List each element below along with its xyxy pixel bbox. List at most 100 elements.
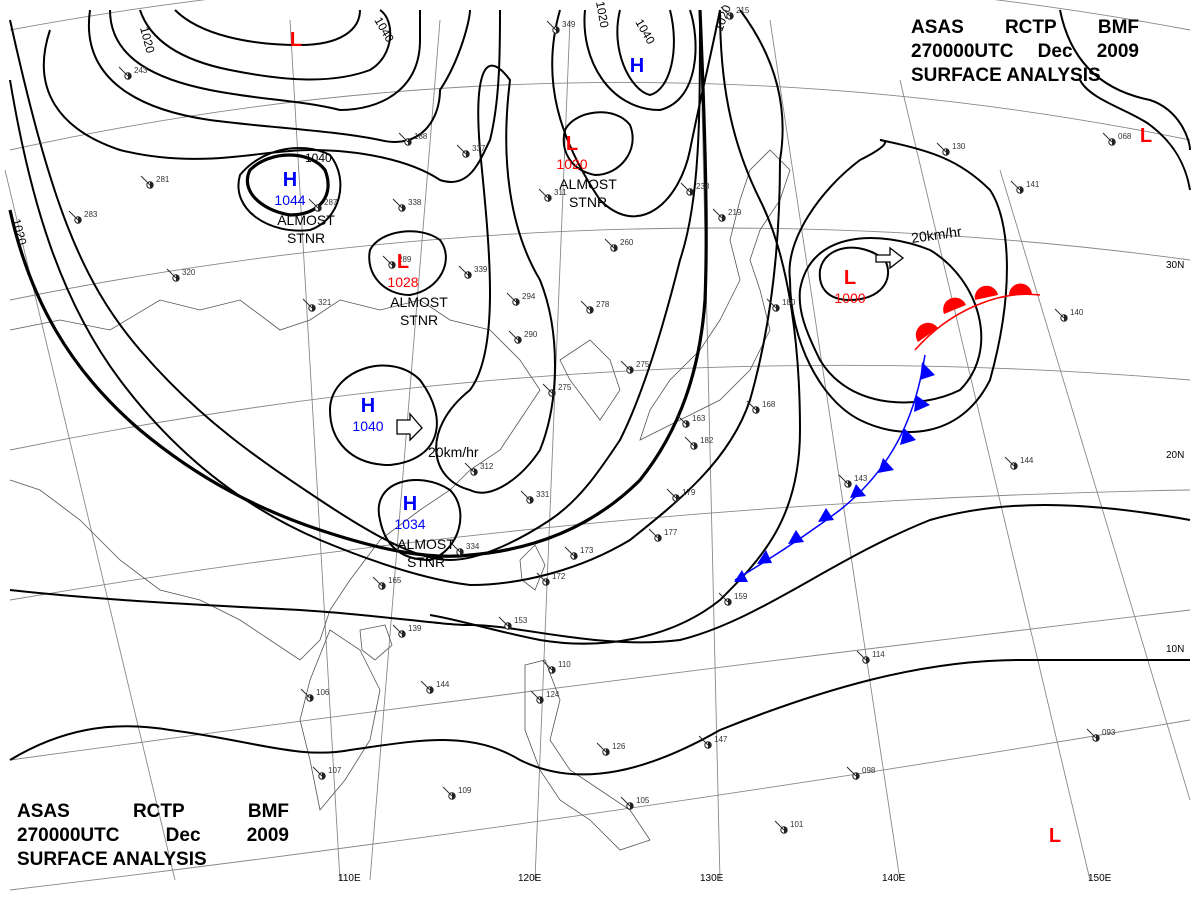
wind-barb-staff (718, 592, 729, 603)
station-report: 275 (542, 383, 572, 397)
station-pressure: 105 (636, 796, 650, 805)
cold-front-barb (914, 395, 930, 412)
wind-barb-staff (648, 528, 659, 539)
system-motion-note: ALMOST (559, 176, 617, 192)
station-cloud-cover (708, 741, 712, 749)
lon-label: 140E (882, 873, 906, 884)
wind-barb-staff (1010, 180, 1021, 191)
station-pressure: 124 (546, 690, 560, 699)
isobar-label: 1040 (305, 151, 332, 165)
isobar (368, 230, 447, 297)
station-pressure: 339 (474, 265, 488, 274)
parallel-lines (9, 0, 1191, 891)
lat-label: 10N (1166, 644, 1184, 655)
wind-barb-staff (774, 820, 785, 831)
isobar-label: 1020 (137, 25, 158, 55)
station-pressure: 144 (436, 680, 450, 689)
station-cloud-cover (312, 304, 316, 312)
warm-front-bump (915, 322, 938, 342)
isobar (9, 504, 1191, 644)
isobar (42, 9, 501, 183)
pressure-system-L: L (1140, 125, 1152, 147)
station-cloud-cover (176, 274, 180, 282)
cold-front-barb (818, 508, 834, 522)
station-cloud-cover (556, 26, 560, 34)
station-cloud-cover (402, 204, 406, 212)
station-cloud-cover (606, 748, 610, 756)
wind-barb-staff (856, 650, 867, 661)
wind-barb-staff (684, 436, 695, 447)
coordinate-labels: 110E 120E 130E 140E 150E 30N 20N 10N (338, 260, 1184, 884)
pressure-center-letter: L (290, 29, 302, 51)
station-cloud-cover (310, 694, 314, 702)
wind-barb-staff (846, 766, 857, 777)
station-pressure: 337 (472, 144, 486, 153)
station-report: 109 (442, 786, 472, 800)
station-report: 339 (458, 265, 488, 279)
station-report: 126 (596, 742, 626, 756)
station-cloud-cover (150, 181, 154, 189)
pressure-systems: LHH1044ALMOSTSTNRL1020ALMOSTSTNRL1028ALM… (274, 29, 1152, 847)
pressure-center-letter: H (630, 55, 644, 77)
wind-barb-staff (538, 188, 549, 199)
wind-barb-staff (458, 265, 469, 276)
lon-label: 120E (518, 873, 542, 884)
station-pressure: 153 (514, 616, 528, 625)
cold-front-barb (734, 570, 748, 582)
station-report: 281 (140, 175, 170, 189)
wind-barb-staff (542, 660, 553, 671)
station-pressure: 172 (552, 572, 566, 581)
station-report: 188 (398, 132, 428, 146)
wind-barb-staff (746, 400, 757, 411)
station-cloud-cover (784, 826, 788, 834)
station-report: 180 (766, 298, 796, 312)
station-cloud-cover (430, 686, 434, 694)
station-report: 290 (508, 330, 538, 344)
station-report: 215 (720, 6, 750, 20)
wind-barb-staff (604, 238, 615, 249)
station-report: 114 (856, 650, 885, 664)
wind-barb-staff (698, 735, 709, 746)
wind-barb-staff (498, 616, 509, 627)
station-cloud-cover (546, 578, 550, 586)
station-pressure: 238 (696, 182, 710, 191)
title-line-2: 270000UTC Dec 2009 (911, 40, 1139, 64)
station-cloud-cover (856, 772, 860, 780)
station-report: 311 (538, 188, 567, 202)
isobars (8, 9, 1191, 776)
station-report: 179 (666, 488, 696, 502)
title-time: 270000UTC (17, 825, 120, 846)
station-pressure: 321 (318, 298, 332, 307)
pressure-center-value: 1034 (394, 516, 425, 532)
pressure-system-L: L (290, 29, 302, 51)
station-report: 334 (450, 542, 480, 556)
station-cloud-cover (516, 298, 520, 306)
station-cloud-cover (530, 496, 534, 504)
station-pressure: 126 (612, 742, 626, 751)
station-pressure: 349 (562, 20, 576, 29)
chart-title-top: ASAS RCTP BMF 270000UTC Dec 2009 SURFACE… (911, 16, 1139, 88)
title-line-2: 270000UTC Dec 2009 (17, 824, 289, 848)
station-pressure: 110 (558, 660, 571, 669)
title-line-3: SURFACE ANALYSIS (17, 848, 289, 872)
station-report: 278 (580, 300, 610, 314)
station-pressure: 182 (700, 436, 714, 445)
graticule (4, 0, 1191, 891)
system-motion-note: STNR (287, 230, 325, 246)
station-pressure: 114 (872, 650, 885, 659)
station-cloud-cover (1014, 462, 1018, 470)
title-month: Dec (165, 825, 201, 846)
wind-barb-staff (580, 300, 591, 311)
station-cloud-cover (402, 630, 406, 638)
station-pressure: 331 (536, 490, 550, 499)
station-report: 294 (506, 292, 536, 306)
wind-barb-staff (1086, 728, 1097, 739)
station-cloud-cover (392, 261, 396, 269)
isobar (87, 9, 471, 143)
title-time: 270000UTC (911, 41, 1014, 62)
station-pressure: 144 (1020, 456, 1034, 465)
station-pressure: 283 (84, 210, 98, 219)
station-report: 165 (372, 576, 402, 590)
